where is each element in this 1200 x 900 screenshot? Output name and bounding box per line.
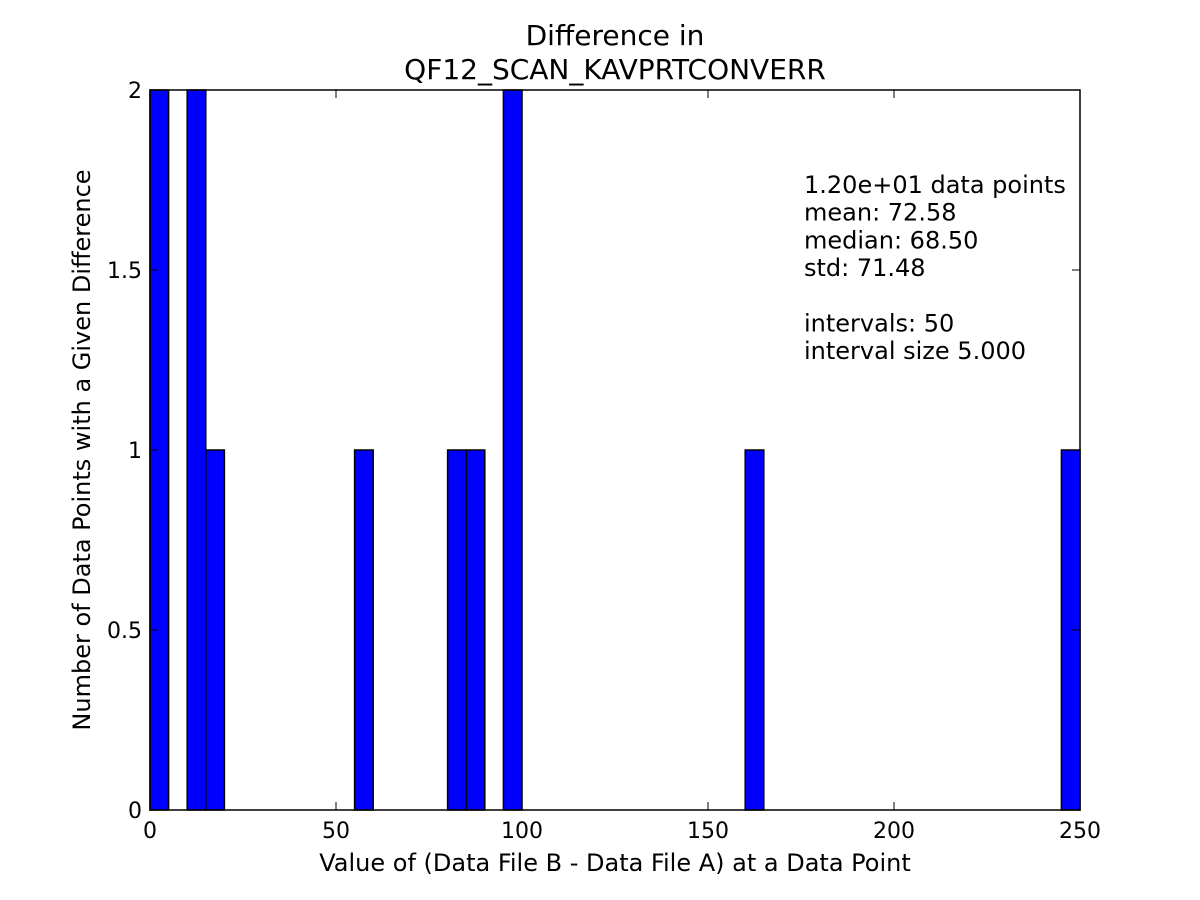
stats-line: 1.20e+01 data points xyxy=(804,171,1066,199)
tick-labels: 0 50 100 150 200 250 0 0.5 1 1.5 2 xyxy=(107,79,1101,844)
stats-line: std: 71.48 xyxy=(804,254,926,282)
histogram-bar xyxy=(186,89,207,811)
x-tick-label: 150 xyxy=(687,819,729,844)
axis-ticks xyxy=(149,89,1081,811)
histogram-bar xyxy=(353,449,374,811)
y-tick-label: 1.5 xyxy=(107,259,142,284)
stats-line: mean: 72.58 xyxy=(804,199,956,227)
histogram-bar xyxy=(446,449,467,811)
x-tick-label: 200 xyxy=(873,819,915,844)
histogram-bar xyxy=(465,449,486,811)
stats-line: interval size 5.000 xyxy=(804,337,1026,365)
chart-title-line: Difference in xyxy=(526,19,705,52)
stats-line: median: 68.50 xyxy=(804,226,978,254)
bars xyxy=(149,89,1081,811)
chart-title-line: QF12_SCAN_KAVPRTCONVERR xyxy=(404,53,826,86)
y-axis-label: Number of Data Points with a Given Diffe… xyxy=(68,169,96,730)
stats-line: intervals: 50 xyxy=(804,310,954,338)
histogram-bar xyxy=(744,449,765,811)
histogram-bar xyxy=(205,449,226,811)
y-tick-label: 2 xyxy=(128,79,142,104)
histogram-bar xyxy=(502,89,523,811)
x-tick-label: 100 xyxy=(501,819,543,844)
x-tick-label: 0 xyxy=(143,819,157,844)
x-axis-label: Value of (Data File B - Data File A) at … xyxy=(319,849,911,877)
x-tick-label: 50 xyxy=(322,819,350,844)
x-tick-label: 250 xyxy=(1059,819,1101,844)
y-tick-label: 0.5 xyxy=(107,619,142,644)
y-tick-label: 1 xyxy=(128,439,142,464)
y-tick-label: 0 xyxy=(128,799,142,824)
